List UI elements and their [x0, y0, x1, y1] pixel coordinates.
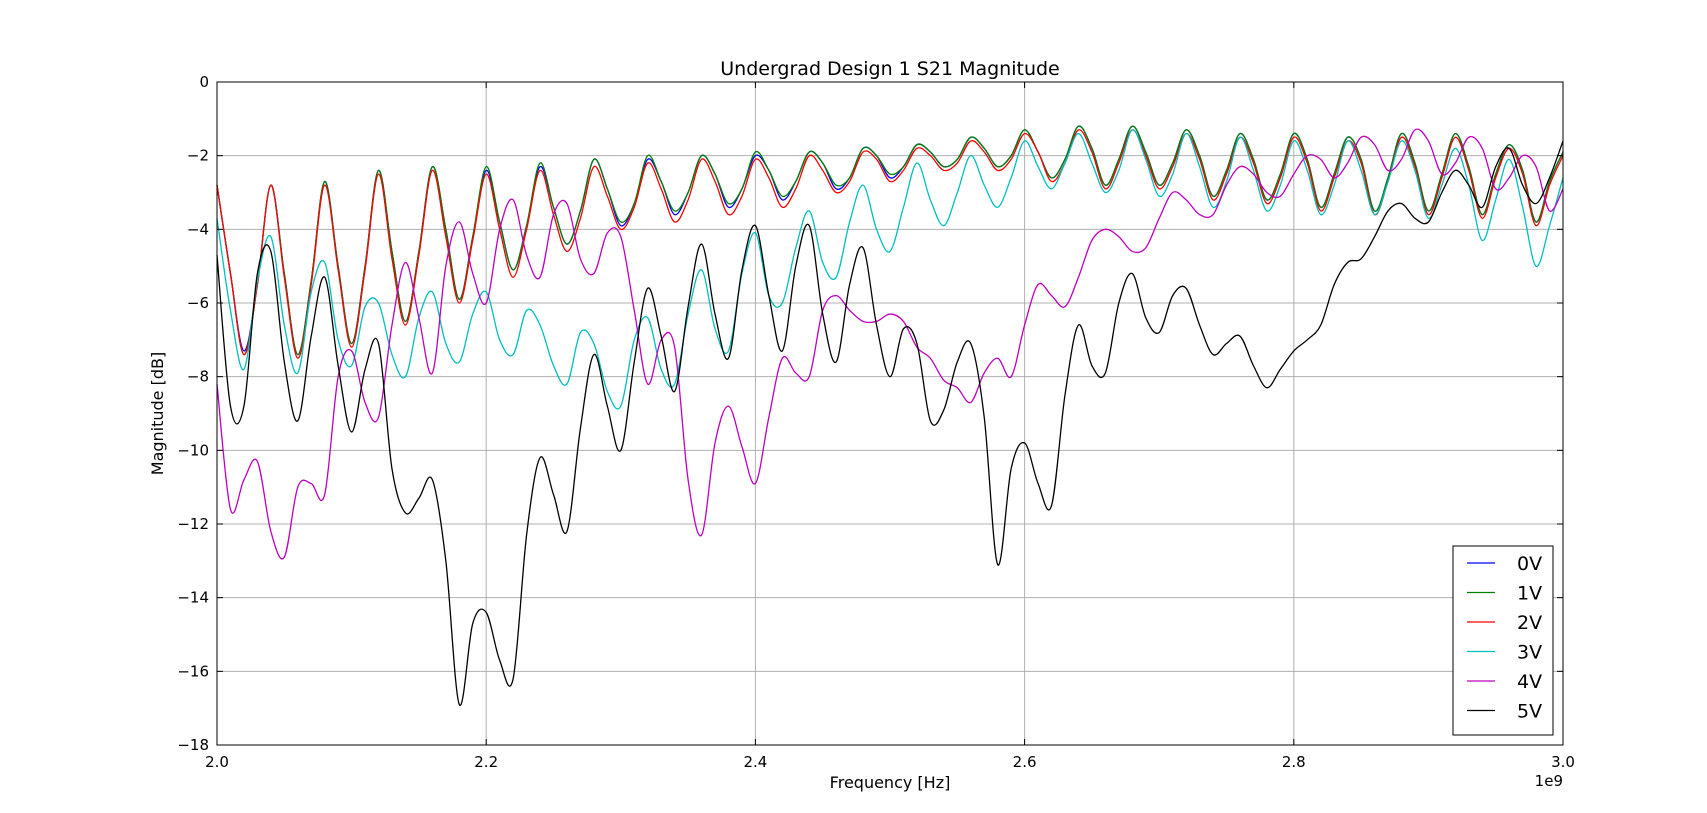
y-tick-label: −16: [177, 662, 209, 680]
x-tick-label: 3.0: [1551, 753, 1575, 771]
x-tick-label: 2.8: [1282, 753, 1306, 771]
y-tick-label: −4: [187, 220, 209, 238]
series-line-3v: [216, 129, 1564, 410]
legend-label-1v: 1V: [1517, 583, 1542, 605]
series-lines: [216, 125, 1564, 706]
y-tick-label: 0: [199, 73, 209, 91]
legend-label-0v: 0V: [1517, 553, 1542, 575]
legend-label-4v: 4V: [1517, 671, 1542, 693]
series-line-2v: [216, 129, 1564, 359]
y-tick-label: −2: [187, 147, 209, 165]
x-tick-label: 2.4: [743, 753, 767, 771]
y-tick-label: −14: [177, 589, 209, 607]
legend-label-3v: 3V: [1517, 642, 1542, 664]
x-axis-title: Frequency [Hz]: [830, 773, 951, 792]
series-line-5v: [216, 140, 1564, 706]
chart-title: Undergrad Design 1 S21 Magnitude: [720, 58, 1060, 80]
series-line-4v: [216, 128, 1564, 560]
y-tick-label: −6: [187, 294, 209, 312]
x-axis-offset-label: 1e9: [1535, 772, 1563, 790]
x-tick-label: 2.6: [1013, 753, 1037, 771]
x-tick-label: 2.2: [474, 753, 498, 771]
x-tick-label: 2.0: [205, 753, 229, 771]
y-tick-label: −8: [187, 368, 209, 386]
y-tick-label: −18: [177, 736, 209, 754]
legend-label-5v: 5V: [1517, 701, 1542, 723]
legend-label-2v: 2V: [1517, 612, 1542, 634]
legend-box: [1452, 545, 1554, 736]
axis-ticks: 2.0 2.2 2.4 2.6 2.8 3.0 0 −2 −4 −6 −8 −10 −12 −14 −16 −…: [177, 73, 1575, 771]
y-tick-label: −12: [177, 515, 209, 533]
legend: 0V 1V 2V 3V 4V 5V: [1452, 545, 1554, 736]
plot-frame: [216, 81, 1564, 746]
y-tick-label: −10: [177, 441, 209, 459]
y-axis-title: Magnitude [dB]: [148, 352, 167, 475]
